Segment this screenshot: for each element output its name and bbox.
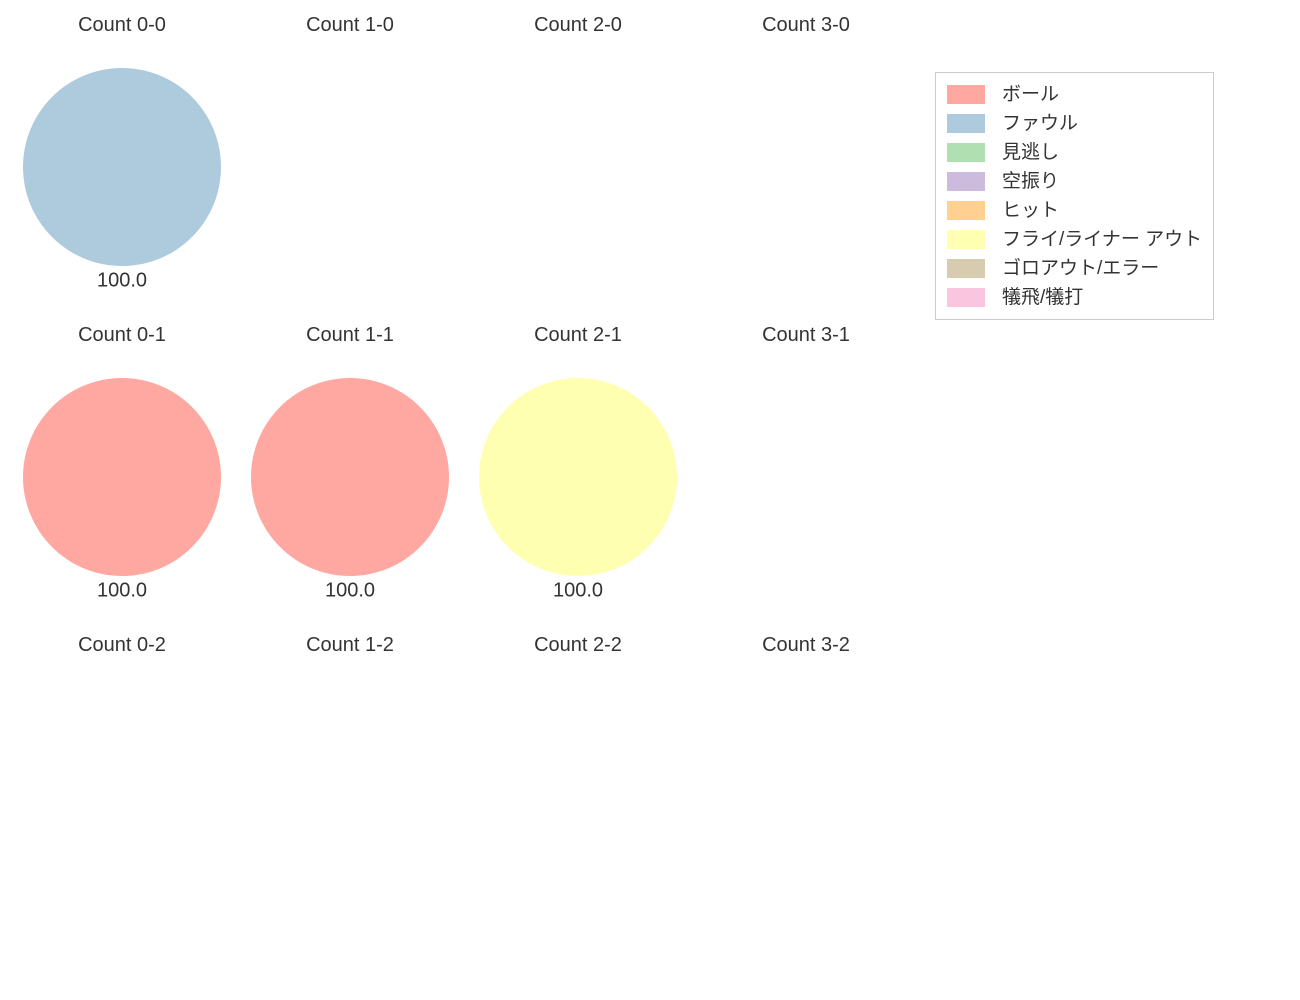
pie-chart: 100.0 bbox=[221, 348, 479, 606]
pie-title: Count 0-1 bbox=[8, 324, 236, 347]
legend-label: ボール bbox=[1002, 85, 1059, 104]
legend-item: ヒット bbox=[947, 196, 1202, 225]
legend-label: 空振り bbox=[1002, 172, 1059, 191]
pie-title: Count 0-2 bbox=[8, 634, 236, 657]
pie-title: Count 2-1 bbox=[464, 324, 692, 347]
legend-label: フライ/ライナー アウト bbox=[1002, 230, 1202, 249]
pie-cell: Count 0-0 100.0 bbox=[8, 0, 236, 310]
pie-slice bbox=[251, 378, 449, 576]
legend-label: ファウル bbox=[1002, 114, 1078, 133]
legend-swatch bbox=[947, 172, 985, 191]
pie-cell: Count 2-2 bbox=[464, 620, 692, 930]
pie-cell: Count 0-1 100.0 bbox=[8, 310, 236, 620]
pie-title: Count 1-2 bbox=[236, 634, 464, 657]
pie-slice bbox=[479, 378, 677, 576]
pie-cell: Count 1-1 100.0 bbox=[236, 310, 464, 620]
pie-cell: Count 3-1 bbox=[692, 310, 920, 620]
pie-cell: Count 3-2 bbox=[692, 620, 920, 930]
pie-chart: 100.0 bbox=[0, 348, 251, 606]
pie-title: Count 3-2 bbox=[692, 634, 920, 657]
pie-svg bbox=[0, 38, 251, 296]
legend-label: 見逃し bbox=[1002, 143, 1059, 162]
pie-slice bbox=[23, 68, 221, 266]
legend-swatch bbox=[947, 85, 985, 104]
pie-cell: Count 2-1 100.0 bbox=[464, 310, 692, 620]
legend-swatch bbox=[947, 201, 985, 220]
legend-item: フライ/ライナー アウト bbox=[947, 225, 1202, 254]
legend-swatch bbox=[947, 230, 985, 249]
legend-swatch bbox=[947, 143, 985, 162]
pie-chart: 100.0 bbox=[0, 38, 251, 296]
legend-item: ボール bbox=[947, 80, 1202, 109]
pie-title: Count 2-2 bbox=[464, 634, 692, 657]
legend-item: ゴロアウト/エラー bbox=[947, 254, 1202, 283]
pie-title: Count 3-0 bbox=[692, 14, 920, 37]
pie-title: Count 3-1 bbox=[692, 324, 920, 347]
legend-item: 犠飛/犠打 bbox=[947, 283, 1202, 312]
pie-chart: 100.0 bbox=[449, 348, 707, 606]
legend: ボールファウル見逃し空振りヒットフライ/ライナー アウトゴロアウト/エラー犠飛/… bbox=[935, 72, 1214, 320]
legend-swatch bbox=[947, 114, 985, 133]
legend-label: ゴロアウト/エラー bbox=[1002, 259, 1159, 278]
pie-title: Count 0-0 bbox=[8, 14, 236, 37]
pie-cell: Count 3-0 bbox=[692, 0, 920, 310]
legend-label: 犠飛/犠打 bbox=[1002, 288, 1083, 307]
legend-item: 見逃し bbox=[947, 138, 1202, 167]
pie-title: Count 2-0 bbox=[464, 14, 692, 37]
legend-swatch bbox=[947, 288, 985, 307]
legend-item: ファウル bbox=[947, 109, 1202, 138]
pie-slice bbox=[23, 378, 221, 576]
pie-cell: Count 1-0 bbox=[236, 0, 464, 310]
pie-pct-label: 100.0 bbox=[325, 580, 375, 603]
pie-svg bbox=[221, 348, 479, 606]
pie-svg bbox=[0, 348, 251, 606]
pie-pct-label: 100.0 bbox=[97, 270, 147, 293]
legend-swatch bbox=[947, 259, 985, 278]
legend-label: ヒット bbox=[1002, 201, 1059, 220]
pie-pct-label: 100.0 bbox=[553, 580, 603, 603]
pie-svg bbox=[449, 348, 707, 606]
pie-cell: Count 2-0 bbox=[464, 0, 692, 310]
pie-title: Count 1-1 bbox=[236, 324, 464, 347]
legend-item: 空振り bbox=[947, 167, 1202, 196]
pie-title: Count 1-0 bbox=[236, 14, 464, 37]
pie-pct-label: 100.0 bbox=[97, 580, 147, 603]
pie-cell: Count 0-2 bbox=[8, 620, 236, 930]
pie-cell: Count 1-2 bbox=[236, 620, 464, 930]
